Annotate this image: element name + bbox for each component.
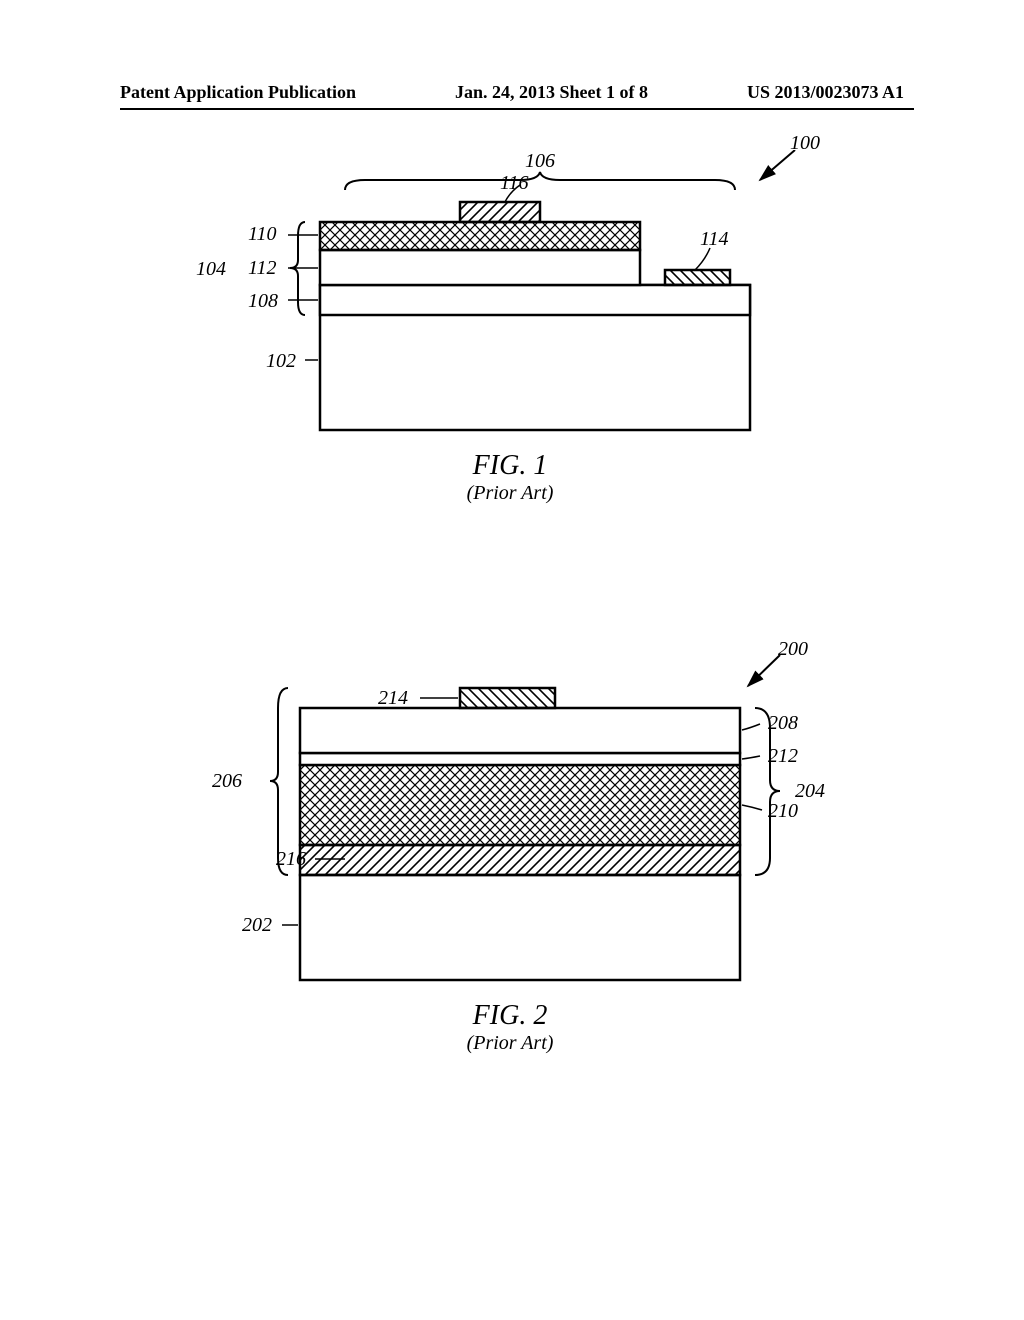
- figure-1-sub: (Prior Art): [190, 482, 830, 505]
- label-116: 116: [500, 172, 529, 195]
- figure-2: 200 214 208 212 210 204 206 216 202 FIG.…: [170, 650, 850, 1055]
- label-202: 202: [242, 914, 272, 937]
- figure-1-caption: FIG. 1: [190, 450, 830, 482]
- figure-1-svg: [190, 150, 830, 480]
- header-center: Jan. 24, 2013 Sheet 1 of 8: [455, 82, 648, 103]
- label-100: 100: [790, 132, 820, 155]
- figure-1: 100 106 116 110 112 108 104 102 114 FIG.…: [190, 150, 830, 505]
- label-110: 110: [248, 223, 277, 246]
- label-102: 102: [266, 350, 296, 373]
- label-104: 104: [196, 258, 226, 281]
- label-210: 210: [768, 800, 798, 823]
- figure-2-caption: FIG. 2: [170, 1000, 850, 1032]
- label-112: 112: [248, 257, 277, 280]
- label-106: 106: [525, 150, 555, 173]
- page-header: Patent Application Publication Jan. 24, …: [0, 82, 1024, 103]
- header-right: US 2013/0023073 A1: [747, 82, 904, 103]
- label-108: 108: [248, 290, 278, 313]
- label-216: 216: [276, 848, 306, 871]
- figure-2-sub: (Prior Art): [170, 1032, 850, 1055]
- label-214: 214: [378, 687, 408, 710]
- label-212: 212: [768, 745, 798, 768]
- label-208: 208: [768, 712, 798, 735]
- figure-2-svg: [170, 650, 850, 1010]
- label-114: 114: [700, 228, 729, 251]
- header-rule: [120, 108, 914, 110]
- header-left: Patent Application Publication: [120, 82, 356, 103]
- label-200: 200: [778, 638, 808, 661]
- label-204: 204: [795, 780, 825, 803]
- label-206: 206: [212, 770, 242, 793]
